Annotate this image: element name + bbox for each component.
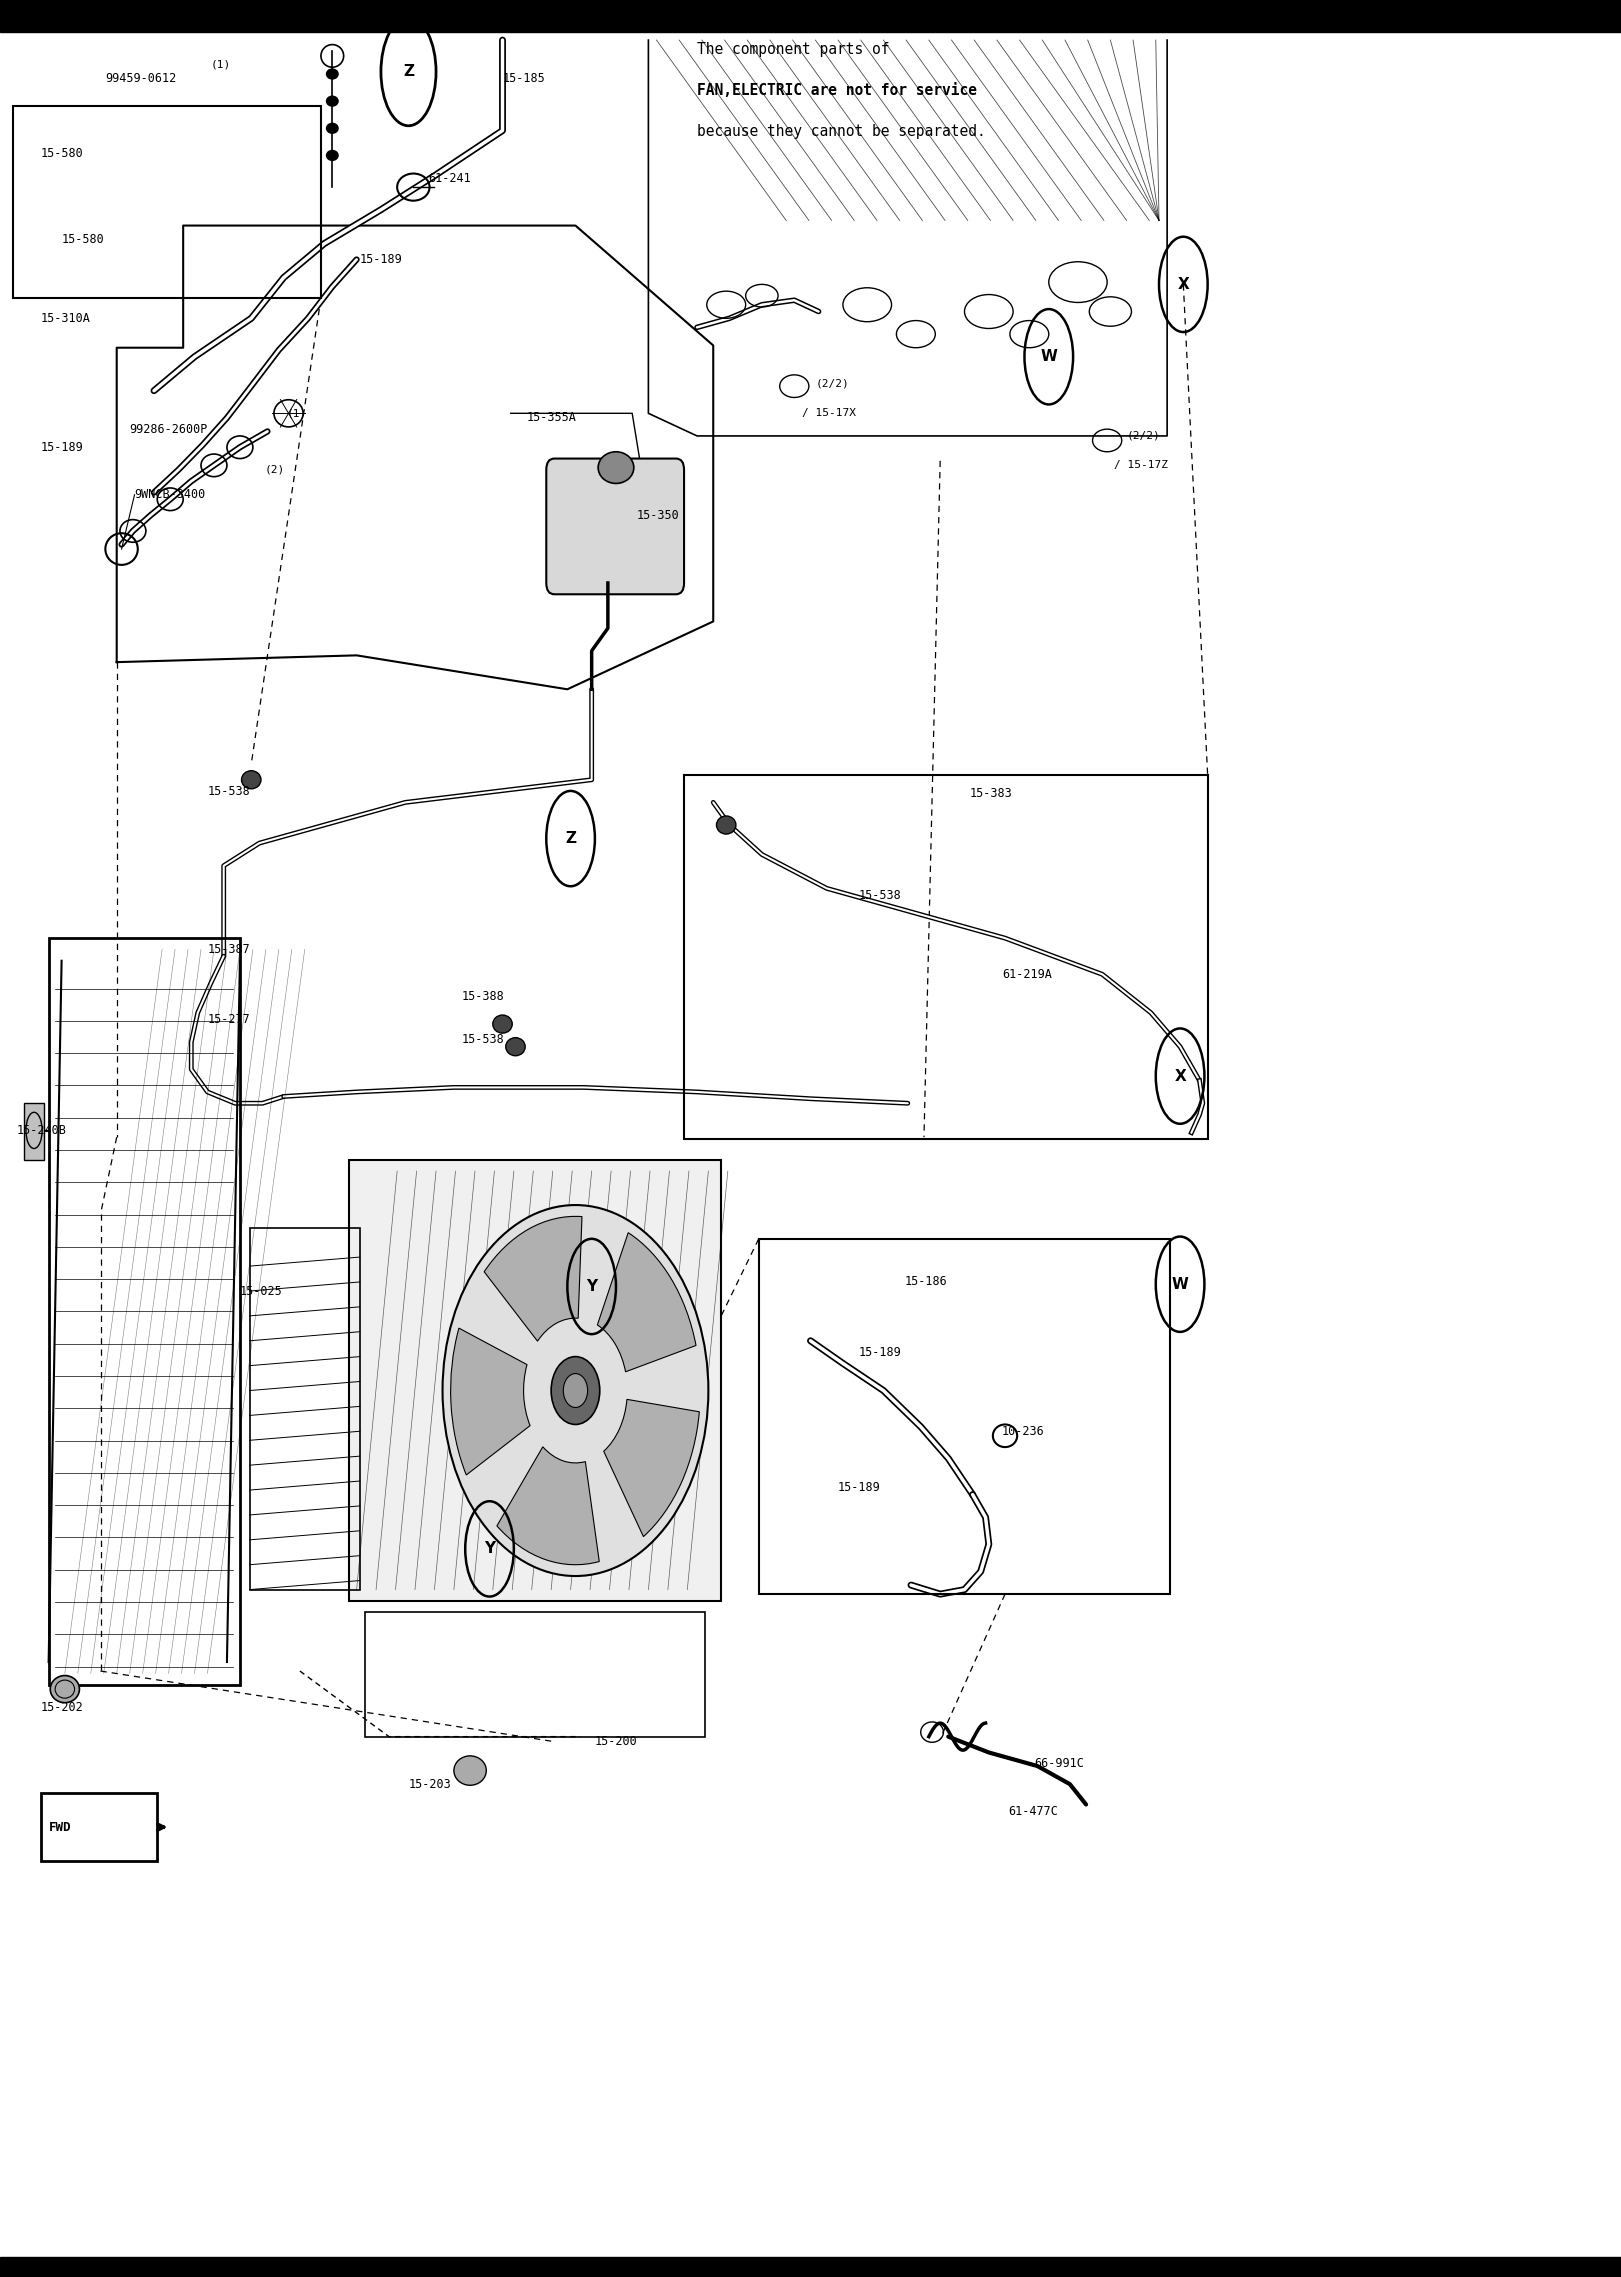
Ellipse shape <box>50 1676 79 1703</box>
Bar <box>24 1104 44 1159</box>
Bar <box>684 774 1208 1138</box>
Text: W: W <box>1172 1277 1188 1291</box>
Text: 15-387: 15-387 <box>207 943 250 956</box>
Text: 15-240B: 15-240B <box>16 1125 66 1136</box>
Text: because they cannot be separated.: because they cannot be separated. <box>697 123 986 139</box>
Text: Y: Y <box>485 1542 494 1557</box>
Text: 15-383: 15-383 <box>969 788 1012 799</box>
Text: 15-202: 15-202 <box>41 1701 83 1715</box>
Text: 99459-0612: 99459-0612 <box>105 73 177 84</box>
Text: 15-538: 15-538 <box>207 786 250 797</box>
Text: 66-991C: 66-991C <box>1034 1758 1084 1769</box>
Text: X: X <box>1174 1068 1187 1084</box>
Text: 15-538: 15-538 <box>859 888 901 902</box>
Ellipse shape <box>551 1357 600 1425</box>
Text: 15-025: 15-025 <box>240 1284 282 1298</box>
Text: (2): (2) <box>264 465 284 476</box>
Ellipse shape <box>242 770 261 788</box>
Ellipse shape <box>716 815 736 833</box>
Text: FAN,ELECTRIC are not for service: FAN,ELECTRIC are not for service <box>697 82 977 98</box>
Text: 15-185: 15-185 <box>503 73 545 84</box>
Text: Z: Z <box>566 831 575 847</box>
Text: / 15-17Z: / 15-17Z <box>1114 460 1167 471</box>
Text: 61-219A: 61-219A <box>1002 968 1052 981</box>
Text: 15-277: 15-277 <box>207 1013 250 1027</box>
Text: 15-189: 15-189 <box>838 1482 880 1494</box>
Text: 15-189: 15-189 <box>360 253 402 266</box>
Text: 15-355A: 15-355A <box>527 412 577 424</box>
Text: 15-580: 15-580 <box>62 232 104 246</box>
Wedge shape <box>485 1216 582 1341</box>
Text: 15-538: 15-538 <box>462 1034 504 1047</box>
Wedge shape <box>451 1327 530 1475</box>
Text: 10-236: 10-236 <box>1002 1425 1044 1437</box>
Text: / 15-17X: / 15-17X <box>802 408 856 419</box>
Text: Z: Z <box>404 64 413 80</box>
Text: 15-350: 15-350 <box>637 508 679 521</box>
Bar <box>250 1227 360 1589</box>
Text: X: X <box>1177 278 1190 291</box>
Bar <box>0 2257 1621 2277</box>
Ellipse shape <box>506 1038 525 1057</box>
Bar <box>349 1159 721 1601</box>
Ellipse shape <box>326 150 339 162</box>
Text: 15-580: 15-580 <box>41 146 83 159</box>
Text: 61-477C: 61-477C <box>1008 1806 1059 1817</box>
Bar <box>49 938 240 1685</box>
Bar <box>365 1612 705 1737</box>
Text: 15-186: 15-186 <box>905 1275 947 1289</box>
Bar <box>759 1239 1170 1594</box>
Text: W: W <box>1041 348 1057 364</box>
Text: 15-189: 15-189 <box>859 1346 901 1359</box>
Ellipse shape <box>454 1756 486 1785</box>
Text: FWD: FWD <box>49 1822 71 1833</box>
Text: 9WNCB-3400: 9WNCB-3400 <box>135 487 206 501</box>
Ellipse shape <box>326 96 339 107</box>
Text: 99286-2600P: 99286-2600P <box>130 424 207 435</box>
Text: (2/2): (2/2) <box>1127 430 1161 442</box>
Text: (2/2): (2/2) <box>815 378 849 389</box>
Ellipse shape <box>326 123 339 134</box>
Ellipse shape <box>443 1205 708 1576</box>
Text: 15-388: 15-388 <box>462 990 504 1004</box>
Wedge shape <box>603 1400 699 1537</box>
Ellipse shape <box>326 68 339 80</box>
Ellipse shape <box>564 1373 587 1407</box>
Text: 15-310A: 15-310A <box>41 312 91 326</box>
Ellipse shape <box>493 1016 512 1034</box>
Text: (1): (1) <box>211 59 230 71</box>
FancyBboxPatch shape <box>546 458 684 594</box>
Wedge shape <box>498 1446 600 1564</box>
Text: 61-241: 61-241 <box>428 171 470 184</box>
Bar <box>0 0 1621 32</box>
Ellipse shape <box>598 451 634 483</box>
Text: 15-189: 15-189 <box>41 442 83 453</box>
Text: The component parts of: The component parts of <box>697 43 890 57</box>
Text: (1): (1) <box>287 408 306 419</box>
Wedge shape <box>598 1232 695 1371</box>
Text: 15-200: 15-200 <box>595 1735 637 1749</box>
FancyBboxPatch shape <box>41 1794 157 1860</box>
Bar <box>13 105 321 298</box>
Text: 15-203: 15-203 <box>408 1778 451 1790</box>
Text: Y: Y <box>587 1280 597 1293</box>
